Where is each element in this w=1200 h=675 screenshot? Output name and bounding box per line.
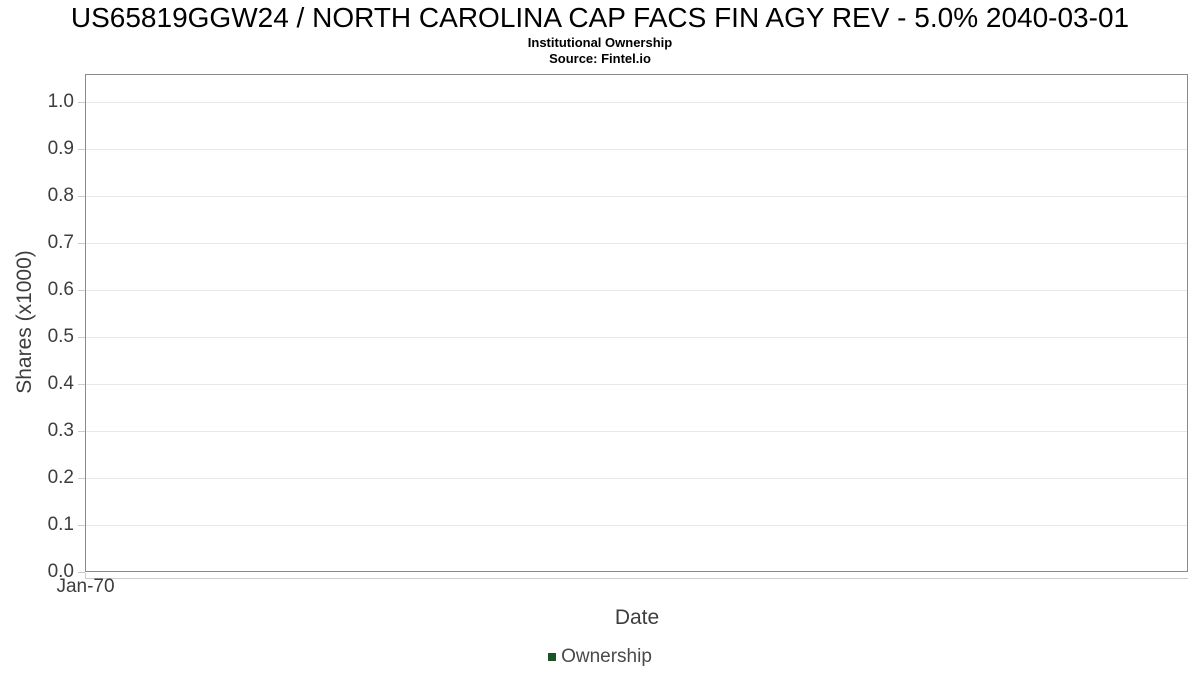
y-tick-mark xyxy=(78,102,85,103)
y-gridline xyxy=(86,337,1187,338)
y-tick-mark xyxy=(78,290,85,291)
legend-marker-icon xyxy=(548,653,557,661)
y-gridline xyxy=(86,149,1187,150)
y-gridline xyxy=(86,525,1187,526)
y-tick-label: 0.9 xyxy=(47,138,74,159)
y-tick-label: 0.0 xyxy=(47,561,74,582)
legend: Ownership xyxy=(0,645,1200,669)
x-axis-line xyxy=(86,578,1188,579)
y-tick-label: 0.2 xyxy=(47,467,74,488)
y-tick-label: 0.1 xyxy=(47,514,74,535)
legend-item-ownership[interactable]: Ownership xyxy=(548,645,652,669)
y-gridline xyxy=(86,478,1187,479)
y-gridline xyxy=(86,243,1187,244)
x-tick-mark xyxy=(85,573,86,579)
y-gridline xyxy=(86,431,1187,432)
y-tick-mark xyxy=(78,478,85,479)
x-tick-label: Jan-70 xyxy=(56,576,115,597)
y-tick-mark xyxy=(78,196,85,197)
y-tick-mark xyxy=(78,525,85,526)
chart-title: US65819GGW24 / NORTH CAROLINA CAP FACS F… xyxy=(70,2,1130,33)
chart-subtitle: Institutional Ownership xyxy=(527,35,673,50)
y-gridline xyxy=(86,102,1187,103)
y-axis-title: Shares (x1000) xyxy=(13,250,36,394)
y-gridline xyxy=(86,384,1187,385)
legend-label: Ownership xyxy=(561,646,652,667)
chart-source: Source: Fintel.io xyxy=(549,51,651,66)
plot-area xyxy=(85,74,1188,572)
y-tick-mark xyxy=(78,431,85,432)
y-tick-mark xyxy=(78,337,85,338)
y-tick-label: 0.4 xyxy=(47,373,74,394)
y-gridline xyxy=(86,290,1187,291)
y-tick-label: 0.6 xyxy=(47,279,74,300)
y-tick-mark xyxy=(78,243,85,244)
y-tick-mark xyxy=(78,149,85,150)
x-axis-title: Date xyxy=(614,606,660,629)
y-tick-label: 1.0 xyxy=(47,91,74,112)
y-tick-label: 0.5 xyxy=(47,326,74,347)
y-tick-mark xyxy=(78,384,85,385)
y-tick-label: 0.7 xyxy=(47,232,74,253)
y-tick-label: 0.8 xyxy=(47,185,74,206)
y-gridline xyxy=(86,196,1187,197)
y-tick-label: 0.3 xyxy=(47,420,74,441)
y-tick-mark xyxy=(78,572,85,573)
